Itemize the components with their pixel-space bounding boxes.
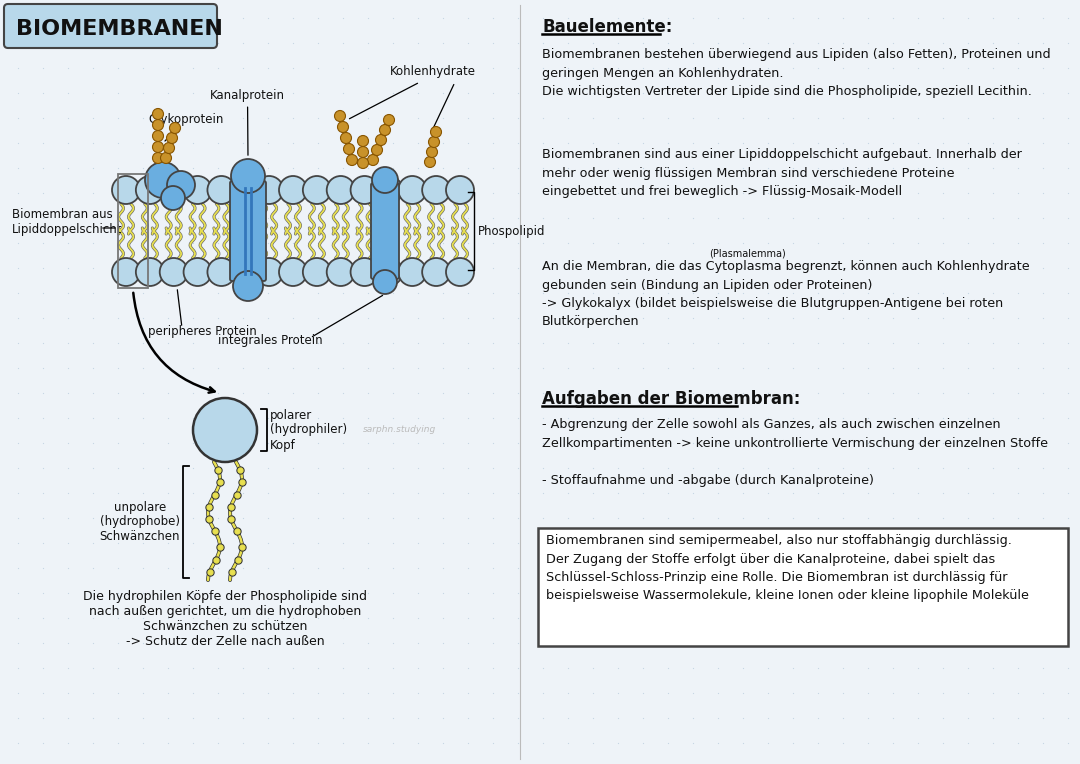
Circle shape	[351, 176, 379, 204]
Circle shape	[161, 153, 172, 163]
Circle shape	[207, 176, 235, 204]
Text: Aufgaben der Biomembran:: Aufgaben der Biomembran:	[542, 390, 800, 408]
Circle shape	[357, 135, 368, 147]
Text: integrales Protein: integrales Protein	[218, 334, 323, 347]
Text: Kanalprotein: Kanalprotein	[210, 89, 285, 155]
Circle shape	[136, 258, 164, 286]
Circle shape	[170, 122, 180, 134]
Circle shape	[231, 159, 265, 193]
Circle shape	[160, 176, 188, 204]
Bar	[538, 528, 1068, 646]
Circle shape	[136, 176, 164, 204]
Circle shape	[145, 162, 181, 198]
Circle shape	[357, 147, 368, 157]
Circle shape	[372, 144, 382, 156]
Circle shape	[367, 154, 378, 166]
Circle shape	[373, 270, 397, 294]
Circle shape	[193, 398, 257, 462]
Circle shape	[357, 157, 368, 169]
Text: Biomembranen sind semipermeabel, also nur stoffabhängig durchlässig.
Der Zugang : Biomembranen sind semipermeabel, also nu…	[546, 534, 1029, 603]
Text: Biomembran aus
Lipiddoppelschicht: Biomembran aus Lipiddoppelschicht	[12, 208, 122, 236]
Text: - Stoffaufnahme und -abgabe (durch Kanalproteine): - Stoffaufnahme und -abgabe (durch Kanal…	[542, 474, 874, 487]
Circle shape	[255, 176, 283, 204]
Circle shape	[375, 176, 403, 204]
Bar	[118, 174, 148, 288]
Circle shape	[279, 176, 307, 204]
FancyBboxPatch shape	[4, 4, 217, 48]
Text: BIOMEMBRANEN: BIOMEMBRANEN	[16, 19, 222, 39]
Circle shape	[112, 258, 140, 286]
Circle shape	[255, 258, 283, 286]
Circle shape	[302, 258, 330, 286]
Circle shape	[184, 258, 212, 286]
Text: Bauelemente:: Bauelemente:	[542, 18, 673, 36]
Circle shape	[152, 119, 163, 131]
Circle shape	[152, 131, 163, 141]
Circle shape	[372, 167, 399, 193]
Circle shape	[446, 176, 474, 204]
Circle shape	[399, 176, 427, 204]
Circle shape	[161, 186, 185, 210]
Circle shape	[231, 258, 259, 286]
Circle shape	[351, 258, 379, 286]
Circle shape	[399, 258, 427, 286]
Text: Glykoprotein: Glykoprotein	[148, 114, 224, 141]
Circle shape	[375, 258, 403, 286]
Circle shape	[231, 176, 259, 204]
Circle shape	[152, 141, 163, 153]
Circle shape	[302, 176, 330, 204]
Circle shape	[207, 258, 235, 286]
Circle shape	[327, 176, 354, 204]
Circle shape	[184, 176, 212, 204]
Circle shape	[347, 154, 357, 166]
Circle shape	[327, 258, 354, 286]
Circle shape	[160, 258, 188, 286]
Circle shape	[163, 143, 175, 154]
Circle shape	[112, 176, 140, 204]
Text: Die hydrophilen Köpfe der Phospholipide sind
nach außen gerichtet, um die hydrop: Die hydrophilen Köpfe der Phospholipide …	[83, 590, 367, 648]
Circle shape	[379, 125, 391, 135]
Circle shape	[167, 171, 195, 199]
Circle shape	[383, 115, 394, 125]
Circle shape	[422, 176, 450, 204]
Circle shape	[422, 258, 450, 286]
Circle shape	[337, 121, 349, 132]
FancyBboxPatch shape	[372, 183, 399, 279]
Circle shape	[152, 153, 163, 163]
Text: (Plasmalemma): (Plasmalemma)	[708, 248, 785, 258]
Circle shape	[166, 132, 177, 144]
Text: Kohlenhydrate: Kohlenhydrate	[390, 66, 476, 79]
Circle shape	[233, 271, 264, 301]
Circle shape	[335, 111, 346, 121]
Circle shape	[376, 134, 387, 145]
Text: Phospolipid: Phospolipid	[478, 225, 545, 238]
Text: - Abgrenzung der Zelle sowohl als Ganzes, als auch zwischen einzelnen
Zellkompar: - Abgrenzung der Zelle sowohl als Ganzes…	[542, 418, 1048, 449]
Text: Biomembranen sind aus einer Lipiddoppelschicht aufgebaut. Innerhalb der
mehr ode: Biomembranen sind aus einer Lipiddoppels…	[542, 148, 1022, 198]
Circle shape	[152, 108, 163, 119]
Circle shape	[343, 144, 354, 154]
Text: An die Membran, die das Cytoplasma begrenzt, können auch Kohlenhydrate
gebunden : An die Membran, die das Cytoplasma begre…	[542, 260, 1029, 329]
Text: sarphn.studying: sarphn.studying	[363, 426, 436, 435]
Circle shape	[340, 132, 351, 144]
Text: Biomembranen bestehen überwiegend aus Lipiden (also Fetten), Proteinen und
gerin: Biomembranen bestehen überwiegend aus Li…	[542, 48, 1051, 98]
Circle shape	[427, 147, 437, 157]
Circle shape	[429, 137, 440, 147]
Text: polarer
(hydrophiler)
Kopf: polarer (hydrophiler) Kopf	[270, 409, 347, 452]
Text: unpolare
(hydrophobe)
Schwänzchen: unpolare (hydrophobe) Schwänzchen	[99, 500, 180, 543]
Circle shape	[446, 258, 474, 286]
Text: peripheres Protein: peripheres Protein	[148, 325, 257, 338]
FancyBboxPatch shape	[230, 181, 266, 281]
Circle shape	[431, 127, 442, 138]
Circle shape	[424, 157, 435, 167]
Circle shape	[279, 258, 307, 286]
